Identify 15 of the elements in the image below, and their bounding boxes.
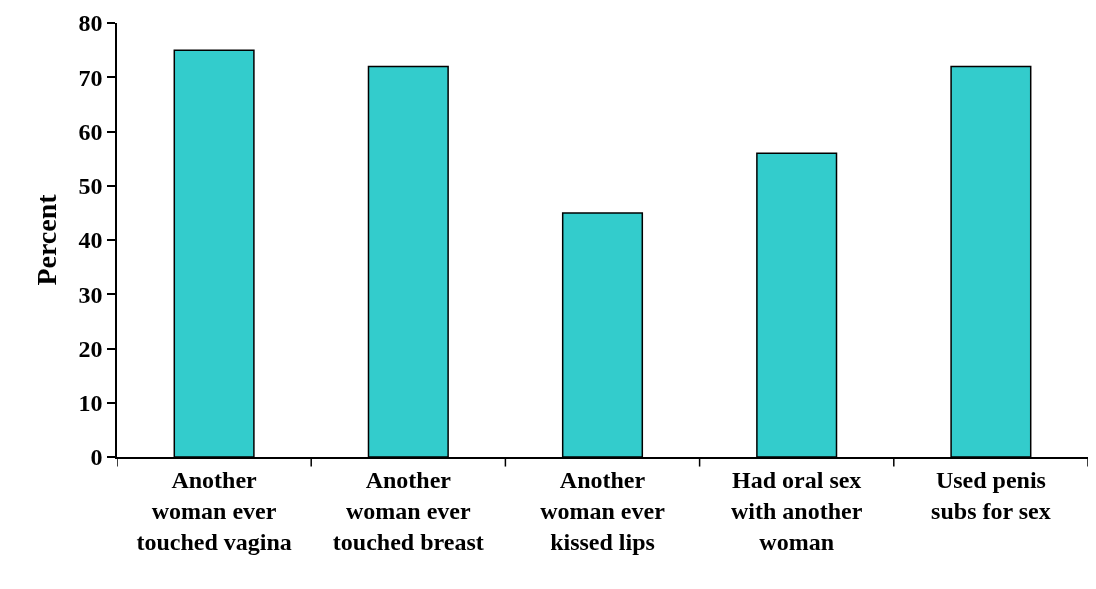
y-tick-label: 80	[78, 10, 103, 37]
x-tick-label: Had oral sex with another woman	[731, 466, 863, 555]
y-tick-label: 20	[78, 335, 103, 362]
y-axis-title: Percent	[30, 193, 62, 286]
y-tick-label: 40	[78, 227, 103, 254]
y-tick-label: 60	[78, 118, 103, 145]
y-tick-label: 0	[90, 444, 103, 471]
x-tick-label: Used penis subs for sex	[931, 466, 1051, 524]
x-tick-label: Another woman ever touched vagina	[136, 466, 292, 555]
y-tick-label: 50	[78, 173, 103, 200]
x-tick-label: Another woman ever touched breast	[332, 466, 484, 555]
y-tick-label: 10	[78, 390, 103, 417]
x-tick-label: Another woman ever kissed lips	[540, 466, 666, 555]
y-tick-label: 30	[78, 281, 103, 308]
y-tick-label: 70	[78, 64, 103, 91]
